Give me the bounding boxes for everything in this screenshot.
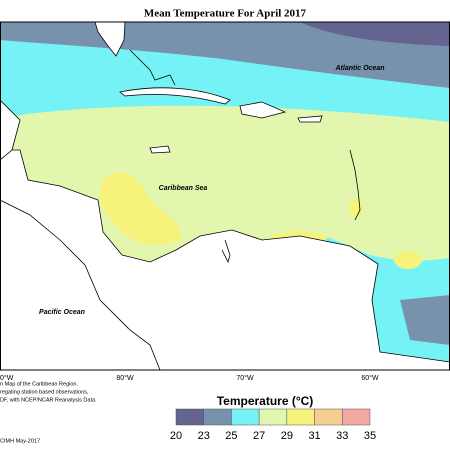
caption: DF, with NCEP/NCAR Reanalysis Data. (0, 397, 97, 403)
legend-swatch (258, 408, 288, 426)
caption: regating station based observations, (0, 389, 89, 395)
legend-title: Temperature (°C) (217, 394, 314, 408)
title: Mean Temperature For April 2017 (144, 8, 307, 20)
ocean-label: Atlantic Ocean (334, 65, 384, 72)
longitude-label: 70°W (236, 374, 254, 382)
land (119, 87, 231, 105)
legend-tick-label: 27 (253, 430, 265, 442)
legend-swatch (314, 408, 343, 426)
legend-tick-label: 29 (281, 430, 293, 442)
legend-swatch (231, 408, 260, 426)
temperature-band (400, 295, 450, 345)
ocean-label: Pacific Ocean (39, 309, 85, 316)
temperature-band (394, 251, 422, 269)
legend-tick-label: 23 (198, 430, 210, 442)
longitude-label: 0°W (0, 374, 14, 382)
legend-tick-label: 20 (170, 430, 182, 442)
coastline (129, 49, 176, 86)
temperature-band (99, 172, 181, 245)
land (297, 115, 323, 123)
land (0, 149, 450, 370)
land (0, 22, 21, 161)
temperature-band (0, 105, 450, 262)
land (239, 101, 287, 119)
coastline (0, 199, 161, 370)
land (94, 22, 126, 57)
caption: CIMH May-2017 (0, 438, 40, 444)
legend-swatch (203, 408, 232, 426)
legend-swatch (342, 408, 371, 426)
land (149, 145, 171, 154)
caption: n Map of the Caribbean Region. (0, 381, 78, 387)
legend-tick-label: 25 (225, 430, 237, 442)
coastline (221, 239, 231, 264)
legend-swatch (286, 408, 315, 426)
temperature-band (300, 22, 450, 46)
legend-tick-label: 33 (336, 430, 348, 442)
longitude-label: 60°W (361, 374, 379, 382)
longitude-label: 80°W (116, 374, 134, 382)
legend-tick-label: 31 (308, 430, 320, 442)
coastline (349, 149, 361, 221)
legend-tick-label: 35 (364, 430, 376, 442)
map (0, 21, 450, 371)
ocean-label: Caribbean Sea (159, 185, 208, 192)
temperature-band (349, 199, 363, 217)
legend-swatch (175, 408, 204, 426)
